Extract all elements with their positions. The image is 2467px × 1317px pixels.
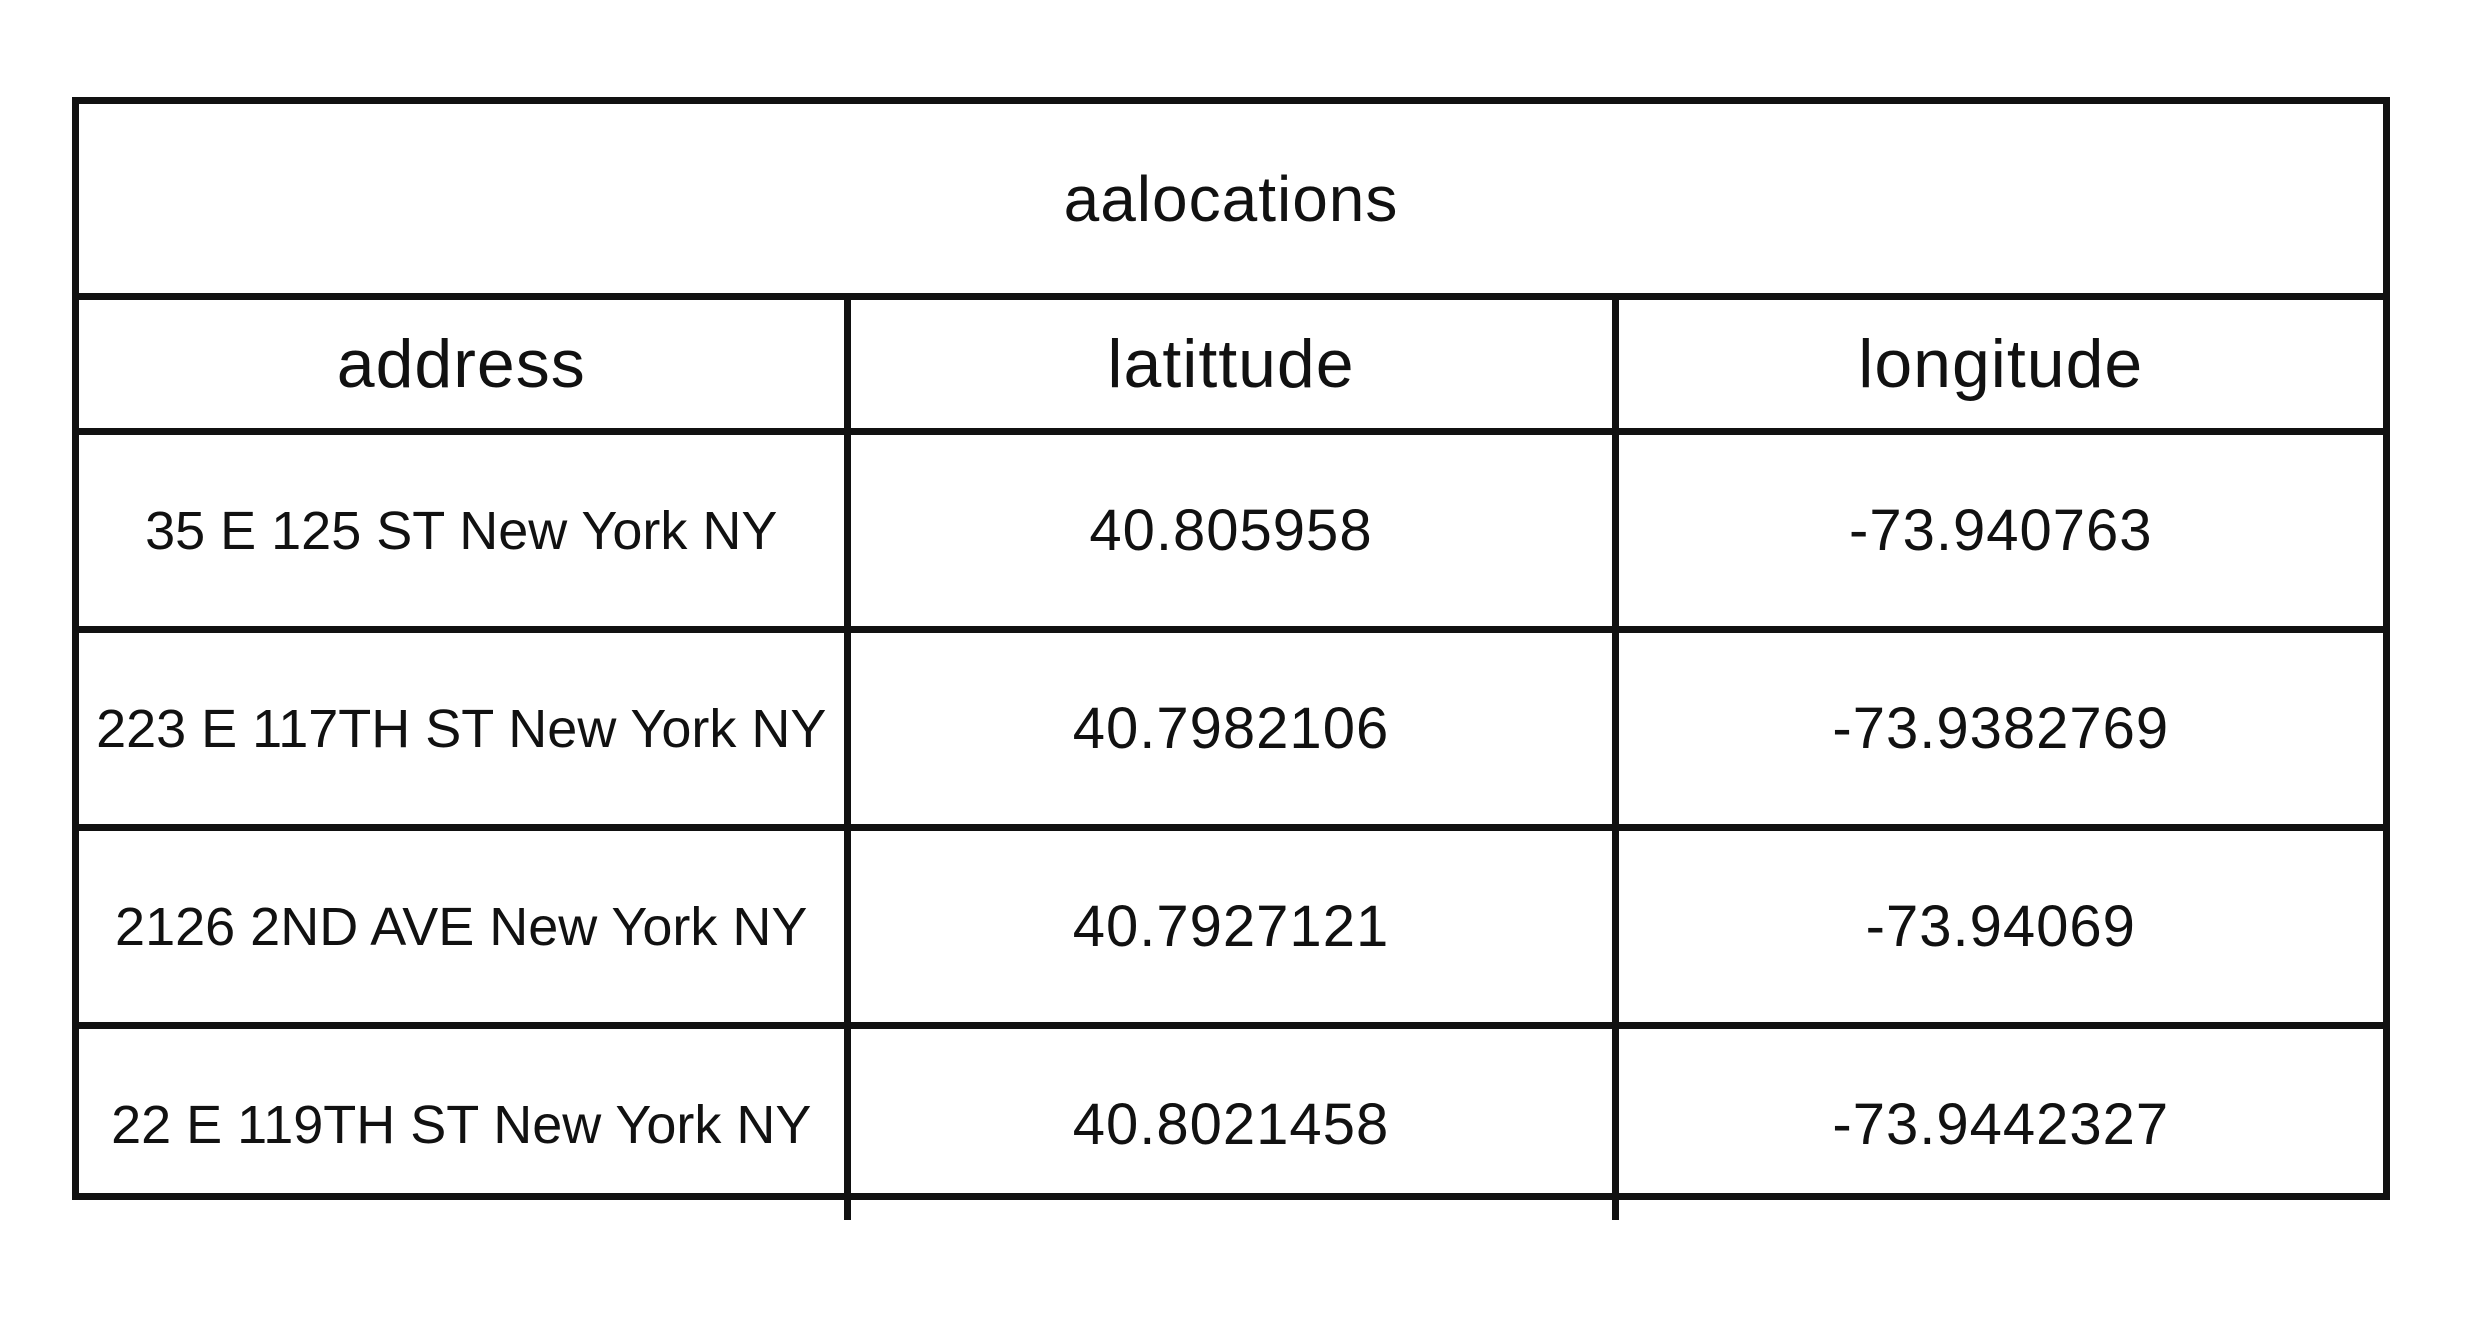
table-row: 22 E 119TH ST New York NY 40.8021458 -73… [79,1022,2383,1220]
cell-address: 35 E 125 ST New York NY [79,428,851,633]
cell-longitude: -73.94069 [1611,824,2383,1029]
locations-table-grid: aalocations address latittude longitude … [79,104,2383,1220]
cell-latitude: 40.805958 [843,428,1619,633]
column-header-address: address [79,293,851,435]
table-row: 35 E 125 ST New York NY 40.805958 -73.94… [79,428,2383,633]
table-title-row: aalocations [79,104,2383,300]
column-header-latitude: latittude [843,293,1619,435]
cell-latitude: 40.8021458 [843,1022,1619,1220]
table-row: 223 E 117TH ST New York NY 40.7982106 -7… [79,626,2383,831]
cell-longitude: -73.940763 [1611,428,2383,633]
cell-latitude: 40.7982106 [843,626,1619,831]
cell-longitude: -73.9442327 [1611,1022,2383,1220]
cell-longitude: -73.9382769 [1611,626,2383,831]
cell-latitude: 40.7927121 [843,824,1619,1029]
table-header-row: address latittude longitude [79,293,2383,435]
cell-address: 22 E 119TH ST New York NY [79,1022,851,1220]
cell-address: 2126 2ND AVE New York NY [79,824,851,1029]
column-header-longitude: longitude [1611,293,2383,435]
locations-table: aalocations address latittude longitude … [72,97,2390,1220]
table-title: aalocations [79,104,2383,300]
table-row: 2126 2ND AVE New York NY 40.7927121 -73.… [79,824,2383,1029]
cell-address: 223 E 117TH ST New York NY [79,626,851,831]
